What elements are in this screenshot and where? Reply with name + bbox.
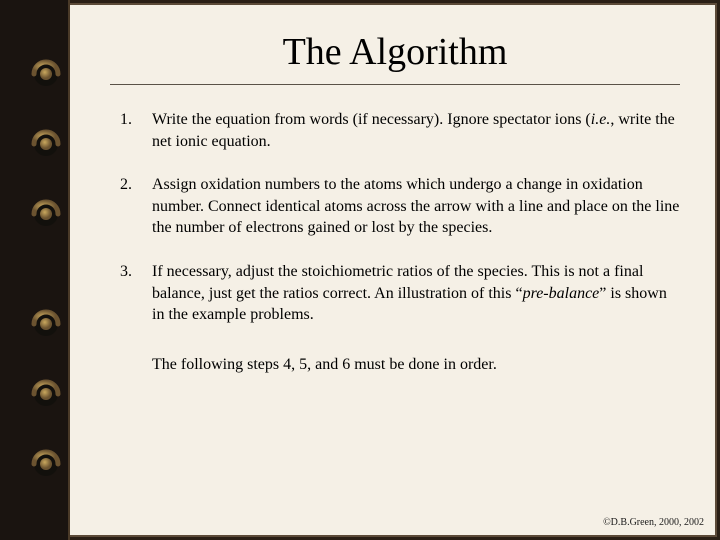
list-item: Assign oxidation numbers to the atoms wh… [120, 174, 680, 239]
algorithm-steps-list: Write the equation from words (if necess… [110, 109, 680, 326]
order-note: The following steps 4, 5, and 6 must be … [110, 354, 680, 376]
binder-spine [0, 0, 70, 540]
binder-ring-icon [28, 446, 64, 482]
binder-ring-icon [28, 306, 64, 342]
copyright-text: ©D.B.Green, 2000, 2002 [603, 517, 704, 528]
step-text: Write the equation from words (if necess… [152, 111, 591, 128]
slide-content: The Algorithm Write the equation from wo… [70, 0, 720, 540]
step-text: Assign oxidation numbers to the atoms wh… [152, 176, 679, 236]
title-rule [110, 84, 680, 85]
binder-ring-icon [28, 56, 64, 92]
binder-ring-icon [28, 196, 64, 232]
binder-ring-icon [28, 126, 64, 162]
binder-ring-icon [28, 376, 64, 412]
list-item: Write the equation from words (if necess… [120, 109, 680, 152]
step-italic: i.e. [591, 111, 611, 128]
step-italic: pre-balance [523, 285, 600, 302]
list-item: If necessary, adjust the stoichiometric … [120, 261, 680, 326]
slide-title: The Algorithm [110, 30, 680, 74]
